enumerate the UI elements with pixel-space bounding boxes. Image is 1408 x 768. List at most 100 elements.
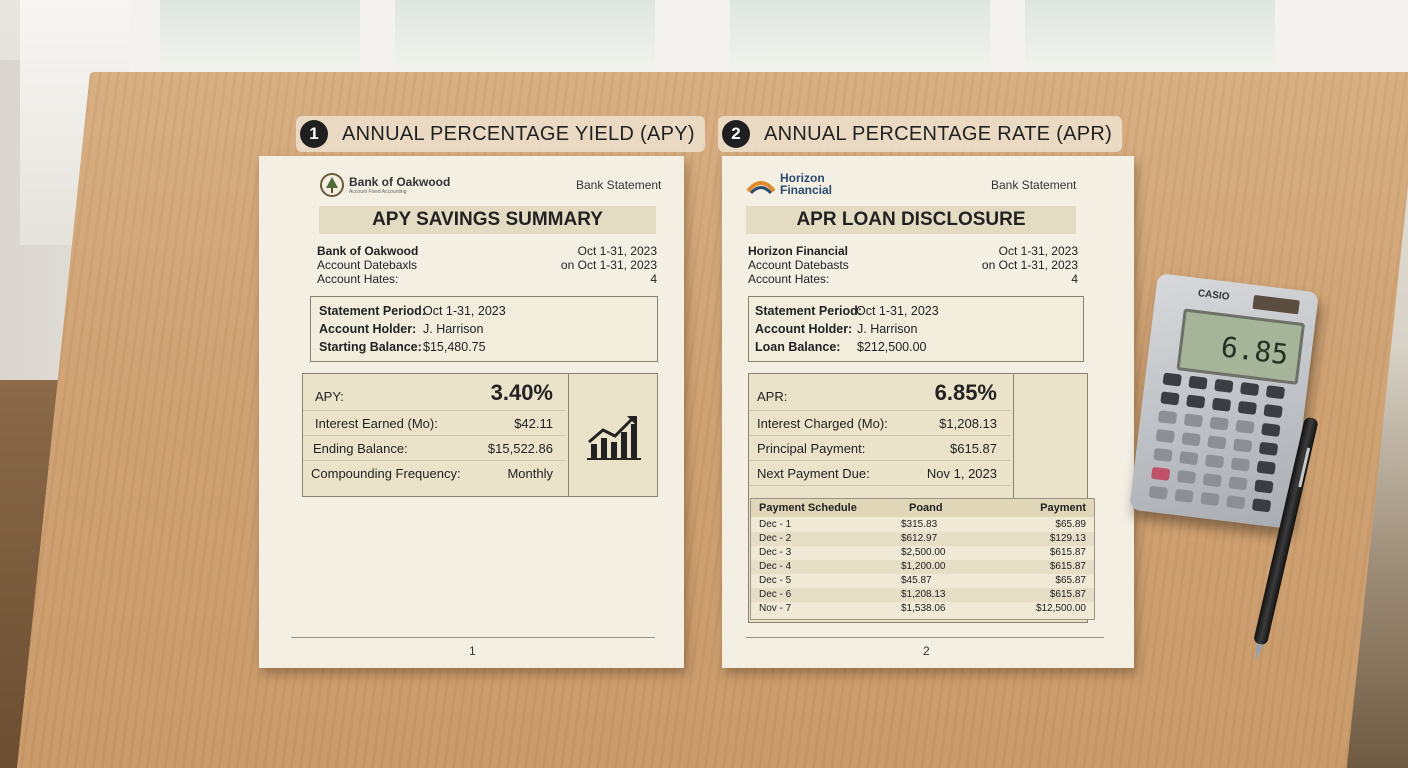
metric-row: Ending Balance: $15,522.86 xyxy=(303,436,565,461)
oak-tree-icon xyxy=(320,173,344,197)
calculator-display: 6.85 xyxy=(1176,308,1306,385)
display-value: 6.85 xyxy=(1219,330,1291,372)
schedule-row: Dec - 2 $612.97 $129.13 xyxy=(751,532,1094,546)
metric-value: $1,208.13 xyxy=(939,416,997,431)
metric-label: Interest Charged (Mo): xyxy=(757,416,888,431)
schedule-row: Dec - 3 $2,500.00 $615.87 xyxy=(751,546,1094,560)
schedule-cell: $615.87 xyxy=(1049,561,1086,572)
schedule-row: Dec - 6 $1,208.13 $615.87 xyxy=(751,588,1094,602)
apy-value: 3.40% xyxy=(490,380,553,405)
schedule-cell: Dec - 4 xyxy=(759,561,792,572)
summary-label: Loan Balance: xyxy=(755,340,841,354)
metric-label: Ending Balance: xyxy=(313,441,408,456)
section-number-badge: 2 xyxy=(722,120,750,148)
metric-label: Compounding Frequency: xyxy=(311,466,461,481)
section-header-apr: 2 ANNUAL PERCENTAGE RATE (APR) xyxy=(718,116,1123,152)
info-line: Account Datebaxls xyxy=(317,258,418,272)
calculator-key xyxy=(1155,429,1175,444)
horizon-sunrise-icon xyxy=(746,181,776,195)
calculator-key xyxy=(1251,498,1272,513)
metric-value: $42.11 xyxy=(514,416,553,431)
schedule-cell: Nov - 7 xyxy=(759,603,792,614)
growth-chart-icon xyxy=(587,416,641,460)
section-header-apy: 1 ANNUAL PERCENTAGE YIELD (APY) xyxy=(296,116,705,152)
schedule-cell: Dec - 1 xyxy=(759,519,792,530)
calculator-key xyxy=(1148,485,1169,500)
page-number: 2 xyxy=(923,644,930,658)
summary-value: Oct 1-31, 2023 xyxy=(423,304,506,318)
account-summary-box: Statement Period: Oct 1-31, 2023 Account… xyxy=(310,296,658,362)
schedule-cell: Dec - 6 xyxy=(759,589,792,600)
calculator-key xyxy=(1183,413,1204,428)
metric-label: Next Payment Due: xyxy=(757,466,870,481)
payment-schedule-table: Payment Schedule Poand Payment Dec - 1 $3… xyxy=(750,498,1095,620)
apy-statement-page: Bank of Oakwood Account Fixed Accounting… xyxy=(259,156,684,668)
calculator-key xyxy=(1237,400,1257,415)
info-line: Account Hates: xyxy=(317,272,399,286)
footer-rule xyxy=(746,637,1104,638)
calculator-key xyxy=(1211,397,1232,412)
metric-value: $15,522.86 xyxy=(487,441,553,456)
loan-summary-box: Statement Period: Oct 1-31, 2023 Account… xyxy=(748,296,1084,362)
calculator-key xyxy=(1209,416,1229,431)
metric-row: APR: 6.85% xyxy=(749,380,1011,411)
schedule-row: Dec - 4 $1,200.00 $615.87 xyxy=(751,560,1094,574)
calculator-key xyxy=(1176,469,1197,485)
calculator-key xyxy=(1207,435,1227,450)
summary-value: J. Harrison xyxy=(423,322,484,336)
section-title: ANNUAL PERCENTAGE YIELD (APY) xyxy=(342,122,695,145)
apr-value: 6.85% xyxy=(934,380,997,405)
calculator-key xyxy=(1202,473,1222,488)
calculator-key xyxy=(1153,447,1173,463)
document-title: APR LOAN DISCLOSURE xyxy=(746,206,1076,234)
metric-value: $615.87 xyxy=(950,441,997,456)
summary-label: Statement Period: xyxy=(755,304,862,318)
summary-label: Account Holder: xyxy=(319,322,417,336)
schedule-row: Nov - 7 $1,538.06 $12,500.00 xyxy=(751,602,1094,616)
document-title: APY SAVINGS SUMMARY xyxy=(319,206,656,234)
apr-statement-page: Horizon Financial Bank Statement APR LOA… xyxy=(722,156,1134,668)
metric-row: Interest Charged (Mo): $1,208.13 xyxy=(749,411,1011,436)
info-left: Horizon Financial Account Datebasts Acco… xyxy=(748,244,849,286)
summary-value: $15,480.75 xyxy=(423,340,486,354)
calculator-key xyxy=(1226,495,1246,510)
schedule-cell: $315.83 xyxy=(901,519,938,530)
schedule-row: Dec - 1 $315.83 $65.89 xyxy=(751,518,1094,532)
schedule-cell: $12,500.00 xyxy=(1035,603,1086,614)
schedule-cell: $65.89 xyxy=(1055,519,1086,530)
bank-name: Horizon xyxy=(780,171,825,185)
apy-metrics-box: APY: 3.40% Interest Earned (Mo): $42.11 … xyxy=(302,373,658,497)
calculator-key xyxy=(1256,460,1276,475)
info-line: Oct 1-31, 2023 xyxy=(998,244,1078,258)
calculator-key xyxy=(1230,457,1251,472)
section-title: ANNUAL PERCENTAGE RATE (APR) xyxy=(764,122,1113,145)
bank-logo: Horizon Financial xyxy=(746,172,832,196)
calculator-key xyxy=(1188,375,1208,390)
info-left: Bank of Oakwood Account Datebaxls Accoun… xyxy=(317,244,418,286)
schedule-header: Payment Schedule xyxy=(759,502,857,514)
summary-label: Account Holder: xyxy=(755,322,853,336)
schedule-cell: Dec - 3 xyxy=(759,547,792,558)
calculator-key xyxy=(1214,378,1234,393)
schedule-cell: $45.87 xyxy=(901,575,932,586)
summary-value: J. Harrison xyxy=(857,322,918,336)
schedule-header: Poand xyxy=(909,502,943,514)
calculator-key xyxy=(1228,476,1248,491)
calculator-brand: CASIO xyxy=(1197,288,1231,303)
calculator-key xyxy=(1150,466,1171,481)
calculator-key xyxy=(1258,441,1279,456)
calculator-key xyxy=(1179,451,1199,466)
info-right: Oct 1-31, 2023 on Oct 1-31, 2023 4 xyxy=(938,244,1078,286)
calculator-key xyxy=(1254,479,1274,494)
divider xyxy=(1013,374,1014,499)
calculator-key xyxy=(1174,488,1194,503)
bank-name: Bank of Oakwood xyxy=(349,175,451,189)
summary-value: $212,500.00 xyxy=(857,340,927,354)
schedule-cell: $615.87 xyxy=(1049,589,1086,600)
calculator-key xyxy=(1181,432,1201,447)
metric-label: APY: xyxy=(315,389,344,404)
document-type: Bank Statement xyxy=(576,178,662,192)
metric-label: APR: xyxy=(757,389,788,404)
calculator-key xyxy=(1265,385,1286,400)
